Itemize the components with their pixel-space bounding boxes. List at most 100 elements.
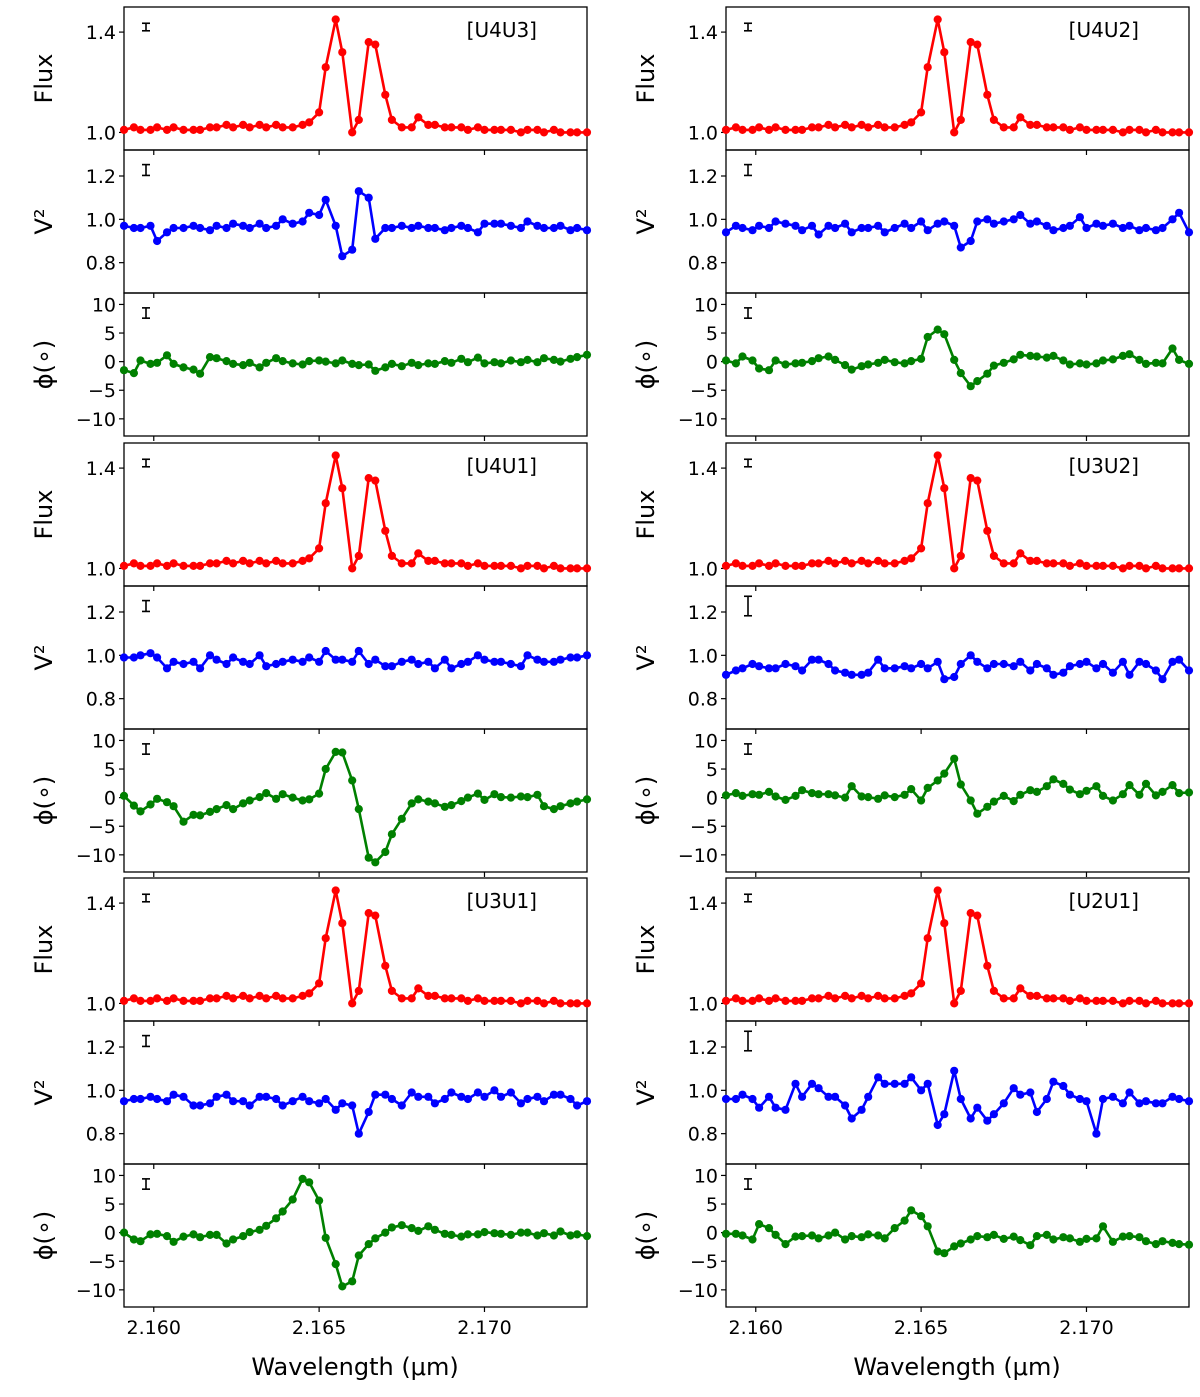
visibility-data-point: [278, 215, 287, 224]
phase-data-point: [731, 1229, 741, 1238]
phase-data-point: [371, 1234, 380, 1243]
visibility-data-point: [129, 223, 138, 233]
visibility-data-point: [463, 1094, 472, 1104]
flux-data-point: [989, 986, 999, 996]
visibility-data-point: [989, 659, 999, 669]
flux-data-point: [298, 556, 307, 566]
visibility-data-point: [1125, 221, 1134, 230]
visibility-data-point: [582, 651, 592, 660]
flux-data-point: [1092, 125, 1101, 134]
phase-data-point: [1042, 1230, 1051, 1239]
phase-data-point: [1125, 350, 1134, 359]
flux-data-point: [189, 561, 198, 571]
phase-data-point: [1042, 782, 1051, 791]
visibility-data-point: [874, 1073, 883, 1082]
visibility-data-point: [907, 223, 916, 233]
phase-data-point: [397, 1221, 406, 1230]
phase-data-point: [153, 358, 162, 367]
visibility-data-point: [549, 223, 559, 233]
phase-data-point: [1049, 351, 1058, 360]
x-tick-label: 2.160: [127, 1317, 181, 1339]
visibility-data-point: [516, 223, 526, 233]
visibility-data-point: [447, 223, 456, 233]
baseline-label: [U4U1]: [467, 454, 537, 478]
visibility-data-point: [582, 226, 592, 235]
flux-data-point: [582, 564, 592, 573]
phase-data-point: [1141, 359, 1151, 368]
phase-data-point: [381, 363, 390, 372]
phase-data-point: [447, 801, 456, 810]
flux-data-point: [338, 48, 347, 57]
y-tick-label: −5: [88, 1251, 116, 1273]
flux-data-point: [1098, 561, 1108, 571]
visibility-data-point: [1016, 210, 1025, 220]
phase-data-point: [582, 795, 592, 804]
visibility-data-point: [278, 657, 287, 666]
flux-data-point: [424, 556, 433, 566]
visibility-data-point: [490, 657, 499, 666]
phase-data-point: [956, 780, 965, 789]
y-tick-label: 0: [706, 352, 718, 374]
flux-data-point: [331, 15, 340, 24]
phase-data-point: [387, 1223, 396, 1232]
visibility-data-point: [539, 657, 549, 666]
visibility-data-point: [983, 664, 992, 673]
visibility-data-point: [874, 221, 883, 230]
phase-data-point: [582, 1232, 592, 1241]
phase-data-point: [973, 377, 982, 386]
visibility-data-point: [321, 646, 330, 656]
visibility-data-point: [917, 217, 926, 226]
phase-data-point: [1082, 1234, 1091, 1243]
phase-data-point: [523, 1228, 532, 1237]
phase-data-point: [864, 360, 873, 369]
phase-data-point: [781, 795, 790, 805]
visibility-data-point: [298, 657, 307, 666]
flux-data-point: [539, 564, 549, 573]
flux-data-point: [119, 561, 129, 571]
phase-data-point: [414, 1226, 423, 1235]
visibility-data-point: [933, 219, 942, 228]
flux-data-point: [1065, 561, 1074, 571]
visibility-data-point: [496, 1092, 506, 1101]
flux-data-point: [847, 123, 856, 132]
visibility-data-point: [162, 664, 172, 673]
visibility-data-point: [397, 221, 406, 230]
visibility-data-point: [1042, 1094, 1051, 1104]
phase-data-point: [1125, 781, 1134, 790]
phase-panel: −10 −5 0 5 10 ϕ(∘): [632, 292, 1194, 441]
visibility-data-point: [430, 223, 439, 233]
flux-data-point: [874, 120, 883, 129]
visibility-data-point: [1158, 1099, 1167, 1108]
subplot-grid: 1.0 1.4 Flux [U4U3] 0.8 1.0 1.2 V² −10 −5 0 5 10 ϕ(∘)…: [30, 6, 1194, 1339]
phase-data-point: [278, 357, 287, 366]
flux-data-point: [262, 123, 271, 132]
visibility-data-point: [255, 219, 264, 228]
flux-data-point: [440, 559, 449, 568]
flux-data-point: [364, 474, 373, 483]
phase-data-point: [1009, 797, 1018, 806]
phase-data-point: [205, 1230, 215, 1239]
flux-data-point: [255, 556, 264, 566]
flux-data-point: [463, 561, 472, 571]
phase-data-point: [348, 1277, 357, 1286]
phase-data-point: [119, 366, 129, 375]
visibility-data-point: [1009, 662, 1018, 671]
baseline-subplot-u3u1: 1.0 1.4 Flux [U3U1] 0.8 1.0 1.2 V² −10 −5 0 5 10 ϕ(∘)…: [30, 877, 592, 1339]
y-tick-label: 0.8: [688, 1124, 718, 1146]
y-tick-label: 1.4: [86, 22, 116, 44]
visibility-data-point: [473, 651, 482, 660]
phase-data-point: [255, 363, 264, 372]
flux-data-point: [129, 994, 138, 1003]
phase-data-point: [755, 364, 764, 373]
flux-data-point: [966, 38, 975, 47]
phase-data-point: [278, 790, 287, 799]
flux-data-point: [807, 123, 817, 132]
phase-data-point: [900, 1216, 909, 1225]
error-bar: [142, 1034, 150, 1048]
phase-data-point: [179, 1232, 188, 1241]
flux-data-point: [923, 934, 932, 943]
visibility-data-point: [146, 649, 155, 658]
phase-data-point: [999, 358, 1008, 367]
phase-data-point: [212, 354, 221, 363]
flux-data-point: [533, 996, 542, 1006]
